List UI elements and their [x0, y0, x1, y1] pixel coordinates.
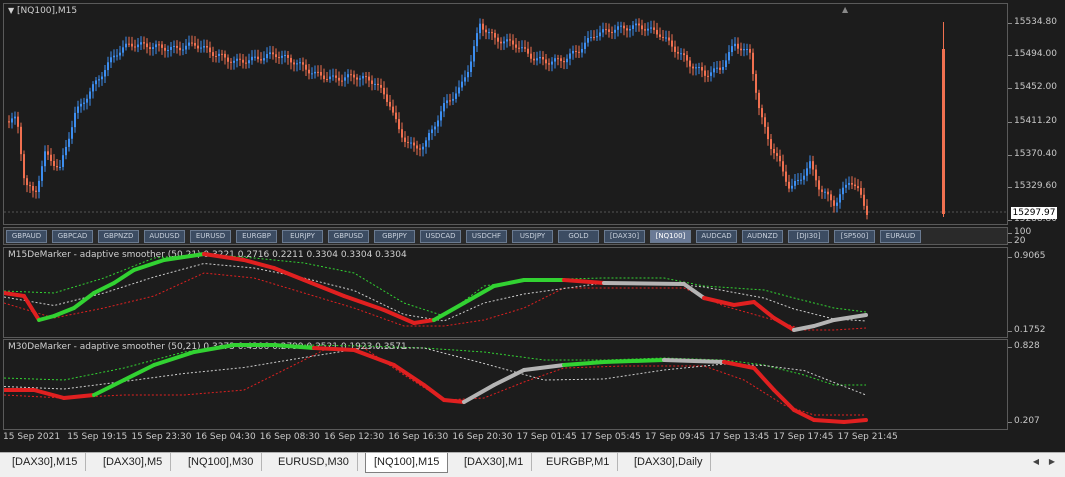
- symbol-button-bar: GBPAUD GBPCAD GBPNZD AUDUSD EURUSD EURGBP EURJ…: [3, 227, 1008, 245]
- indicator-axis-tick: 0.9065: [1008, 251, 1046, 261]
- candlestick-series: ▲: [4, 5, 1007, 220]
- chart-tab[interactable]: [DAX30],M15: [4, 453, 87, 471]
- indicator-axis-tick: 0.207: [1008, 416, 1040, 426]
- chart-tab[interactable]: [NQ100],M15: [365, 453, 449, 473]
- time-axis-label: 17 Sep 13:45: [709, 432, 770, 442]
- symbol-button-dji30[interactable]: [DJI30]: [788, 230, 829, 243]
- chart-tab[interactable]: [DAX30],Daily: [626, 453, 712, 471]
- chart-window[interactable]: ▼ [NQ100],M15 ▲ 15534.80 15494.00 15452.00…: [0, 0, 1065, 452]
- tab-scroll-right-icon[interactable]: ▶: [1048, 457, 1056, 466]
- symbol-button-eurusd[interactable]: EURUSD: [190, 230, 231, 243]
- symbol-button-audcad[interactable]: AUDCAD: [696, 230, 737, 243]
- chart-tab[interactable]: [NQ100],M30: [180, 453, 263, 471]
- time-axis-label: 17 Sep 05:45: [580, 432, 641, 442]
- time-axis-label: 17 Sep 01:45: [516, 432, 577, 442]
- symbol-button-usdjpy[interactable]: USDJPY: [512, 230, 553, 243]
- symbol-button-eurjpy[interactable]: EURJPY: [282, 230, 323, 243]
- symbol-button-gbpnzd[interactable]: GBPNZD: [98, 230, 139, 243]
- symbol-button-dax30[interactable]: [DAX30]: [604, 230, 645, 243]
- time-axis-label: 16 Sep 20:30: [452, 432, 513, 442]
- chart-symbol-title: [NQ100],M15: [17, 6, 78, 16]
- time-axis-label: 15 Sep 19:15: [67, 432, 128, 442]
- symbol-button-nq100[interactable]: [NQ100]: [650, 230, 691, 243]
- time-axis-label: 15 Sep 2021: [3, 432, 61, 442]
- chart-tab[interactable]: EURUSD,M30: [270, 453, 358, 471]
- m15-demarker-pane[interactable]: M15DeMarker - adaptive smoother (50,21) …: [3, 247, 1008, 338]
- time-axis-label: 16 Sep 04:30: [195, 432, 256, 442]
- symbol-axis-tick: 20: [1007, 236, 1026, 246]
- indicator-axis-tick: 0.828: [1008, 341, 1040, 351]
- price-axis-tick: 15494.00: [1008, 49, 1057, 59]
- symbol-bar-axis: 100 20: [1007, 225, 1065, 247]
- time-axis-label: 17 Sep 17:45: [773, 432, 834, 442]
- m30-demarker-axis[interactable]: 0.828 0.207: [1008, 339, 1065, 430]
- symbol-button-gold[interactable]: GOLD: [558, 230, 599, 243]
- symbol-button-sp500[interactable]: [SP500]: [834, 230, 875, 243]
- m15-demarker-axis[interactable]: 0.9065 0.1752: [1008, 247, 1065, 338]
- m30-demarker-pane[interactable]: M30DeMarker - adaptive smoother (50,21) …: [3, 339, 1008, 430]
- price-axis-tick: 15329.60: [1008, 181, 1057, 191]
- price-axis[interactable]: 15534.80 15494.00 15452.00 15411.20 15370.40…: [1008, 3, 1065, 225]
- symbol-button-gbpusd[interactable]: GBPUSD: [328, 230, 369, 243]
- symbol-button-audusd[interactable]: AUDUSD: [144, 230, 185, 243]
- price-axis-tick: 15288.80: [1008, 214, 1057, 224]
- price-axis-tick: 15534.80: [1008, 17, 1057, 27]
- m15-demarker-lines: [4, 252, 868, 332]
- m30-demarker-title: M30DeMarker - adaptive smoother (50,21) …: [8, 342, 407, 352]
- m30-demarker-lines: [4, 343, 868, 424]
- symbol-button-usdchf[interactable]: USDCHF: [466, 230, 507, 243]
- tab-scroll-left-icon[interactable]: ◀: [1032, 457, 1040, 466]
- svg-text:▲: ▲: [842, 5, 849, 14]
- symbol-button-usdcad[interactable]: USDCAD: [420, 230, 461, 243]
- time-axis-label: 15 Sep 23:30: [131, 432, 192, 442]
- time-axis-label: 17 Sep 09:45: [645, 432, 706, 442]
- price-pane[interactable]: ▼ [NQ100],M15 ▲: [3, 3, 1008, 225]
- indicator-axis-tick: 0.1752: [1008, 325, 1046, 335]
- chart-tab[interactable]: [DAX30],M1: [456, 453, 533, 471]
- time-axis-label: 16 Sep 12:30: [324, 432, 385, 442]
- chart-title: ▼ [NQ100],M15: [8, 6, 77, 16]
- symbol-button-eurgbp[interactable]: EURGBP: [236, 230, 277, 243]
- symbol-button-gbpjpy[interactable]: GBPJPY: [374, 230, 415, 243]
- chart-tab[interactable]: EURGBP,M1: [538, 453, 619, 471]
- price-axis-tick: 15370.40: [1008, 149, 1057, 159]
- chart-tabs: ◀ ▶ [DAX30],M15 [DAX30],M5 [NQ100],M30 EURU…: [0, 452, 1065, 477]
- chart-menu-triangle-icon[interactable]: ▼: [8, 6, 15, 15]
- time-axis[interactable]: 15 Sep 2021 15 Sep 19:15 15 Sep 23:30 16 Se…: [0, 430, 1008, 444]
- price-axis-tick: 15411.20: [1008, 116, 1057, 126]
- symbol-button-audnzd[interactable]: AUDNZD: [742, 230, 783, 243]
- current-price-label: 15297.97: [1011, 207, 1057, 219]
- time-axis-label: 17 Sep 21:45: [837, 432, 898, 442]
- symbol-button-euraud[interactable]: EURAUD: [880, 230, 921, 243]
- price-axis-tick: 15452.00: [1008, 82, 1057, 92]
- time-axis-label: 16 Sep 16:30: [388, 432, 449, 442]
- chart-tab[interactable]: [DAX30],M5: [95, 453, 172, 471]
- symbol-axis-tick: 100: [1007, 227, 1032, 237]
- time-axis-label: 16 Sep 08:30: [259, 432, 320, 442]
- symbol-button-gbpaud[interactable]: GBPAUD: [6, 230, 47, 243]
- symbol-button-gbpcad[interactable]: GBPCAD: [52, 230, 93, 243]
